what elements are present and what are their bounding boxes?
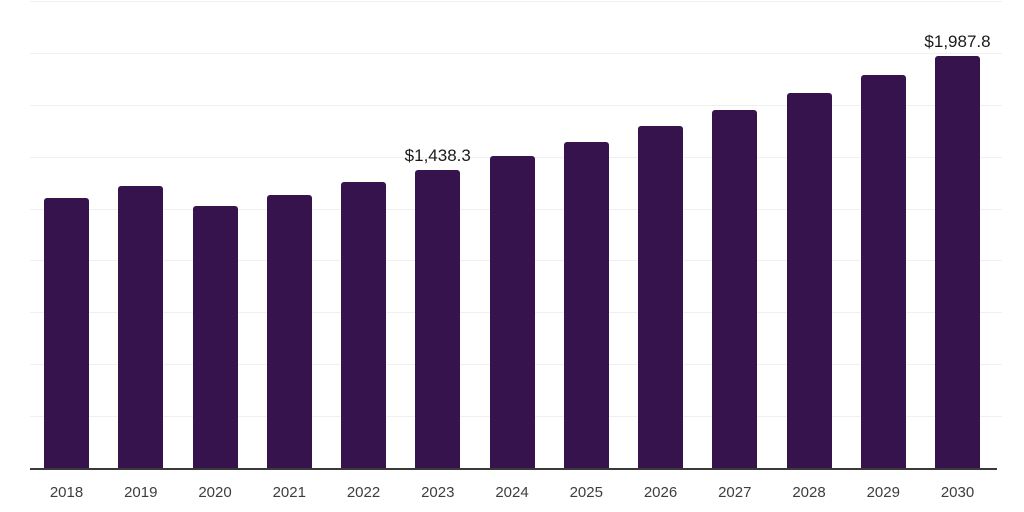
x-tick-label-2018: 2018 (49, 484, 84, 501)
bar-2019 (118, 185, 164, 469)
x-tick-label-2021: 2021 (272, 484, 306, 501)
bar-2023 (415, 170, 461, 469)
gridline (30, 104, 1002, 106)
bar-2028 (786, 92, 832, 469)
x-tick-label-2022: 2022 (346, 484, 381, 501)
x-tick-label-2024: 2024 (495, 484, 529, 501)
x-axis-line (30, 468, 997, 470)
x-tick-label-2029: 2029 (866, 484, 900, 501)
gridline (30, 1, 1002, 2)
bar-2027 (712, 109, 758, 469)
plot-area: $1,438.3 $1,987.8 (30, 0, 1002, 470)
x-tick-label-2019: 2019 (124, 484, 158, 501)
value-label-2030: $1,987.8 (924, 32, 991, 52)
x-tick-label-2027: 2027 (718, 484, 752, 501)
bar-2026 (638, 126, 683, 469)
bar-2025 (563, 141, 609, 469)
bar-2030 (935, 56, 980, 469)
bar-2022 (341, 182, 386, 469)
bar-2020 (192, 206, 238, 469)
x-tick-label-2030: 2030 (940, 484, 975, 501)
x-tick-label-2025: 2025 (569, 484, 603, 501)
x-tick-label-2026: 2026 (643, 484, 678, 501)
x-tick-label-2020: 2020 (198, 484, 232, 501)
bar-2018 (44, 197, 89, 469)
bar-2029 (860, 75, 906, 469)
value-label-2023: $1,438.3 (404, 146, 471, 166)
bar-2021 (266, 195, 312, 469)
x-tick-label-2023: 2023 (421, 484, 455, 501)
bar-2024 (489, 156, 535, 469)
gridline (30, 52, 1002, 54)
x-tick-label-2028: 2028 (792, 484, 826, 501)
